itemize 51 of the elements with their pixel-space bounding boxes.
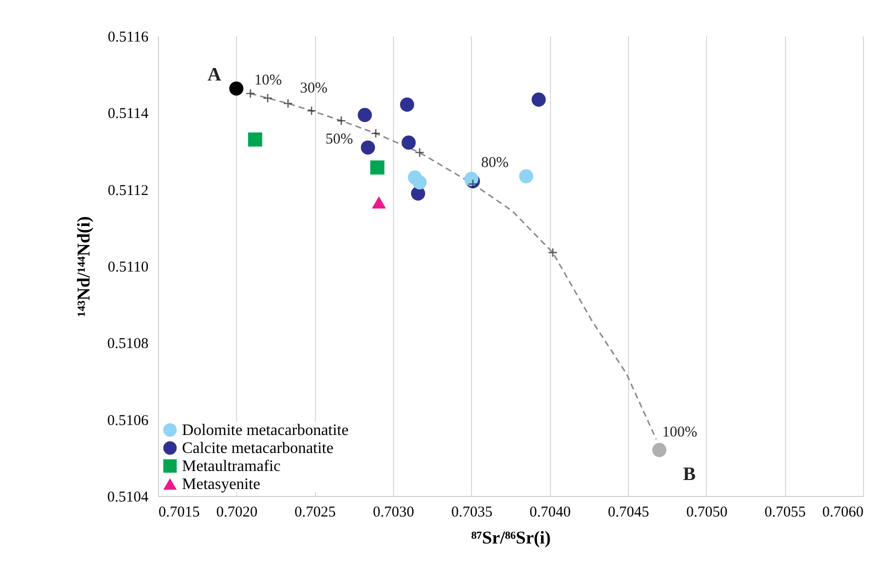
legend-label: Calcite metacarbonatite	[182, 440, 334, 457]
point	[400, 98, 414, 112]
point	[370, 160, 384, 175]
x-tick-label: 0.7055	[764, 504, 806, 520]
point	[402, 136, 416, 150]
x-tick-label: 0.7025	[294, 504, 336, 520]
point	[306, 106, 316, 116]
annotation: 10%	[254, 72, 282, 88]
point	[229, 81, 244, 96]
x-tick-label: 0.7040	[530, 504, 571, 520]
point	[370, 128, 381, 138]
y-tick-label: 0.5110	[108, 260, 148, 276]
point	[519, 169, 534, 184]
annotation: 50%	[326, 132, 354, 148]
point	[358, 108, 372, 122]
point	[262, 93, 272, 103]
annotation: 30%	[300, 80, 328, 96]
point	[412, 175, 427, 190]
annotation: B	[682, 464, 696, 485]
y-tick-label: 0.5108	[107, 336, 148, 352]
legend-label: Dolomite metacarbonatite	[182, 422, 349, 439]
point	[532, 92, 546, 107]
legend-label: Metaultramafic	[182, 458, 281, 475]
x-tick-label: 0.7035	[451, 504, 492, 520]
y-tick-label: 0.5116	[108, 30, 149, 46]
x-axis-title: ⁸⁷Sr/⁸⁶Sr(i)	[471, 528, 551, 548]
point	[464, 172, 478, 186]
y-tick-label: 0.5112	[108, 182, 148, 199]
legend-label: Metasyenite	[182, 476, 260, 493]
annotation: 100%	[662, 424, 698, 440]
point	[246, 88, 256, 98]
point	[548, 248, 558, 258]
x-tick-label: 0.7020	[216, 504, 258, 520]
point	[360, 140, 376, 155]
x-tick-label: 0.7015	[158, 504, 200, 520]
x-tick-label: 0.7060	[822, 504, 864, 520]
y-tick-label: 0.5104	[107, 490, 149, 506]
y-tick-label: 0.5106	[107, 412, 149, 429]
x-tick-label: 0.7050	[686, 504, 728, 520]
x-tick-label: 0.7045	[608, 504, 650, 520]
point	[652, 442, 666, 458]
point	[283, 98, 293, 108]
annotation: 80%	[481, 154, 509, 171]
y-axis-title: ¹⁴³Nd/¹⁴⁴Nd(i)	[73, 216, 94, 317]
annotation: A	[207, 64, 222, 86]
x-tick-label: 0.7030	[372, 504, 414, 520]
y-tick-label: 0.5114	[108, 106, 149, 122]
point	[414, 148, 424, 158]
point	[336, 116, 346, 126]
point	[248, 132, 262, 147]
point	[372, 196, 386, 208]
